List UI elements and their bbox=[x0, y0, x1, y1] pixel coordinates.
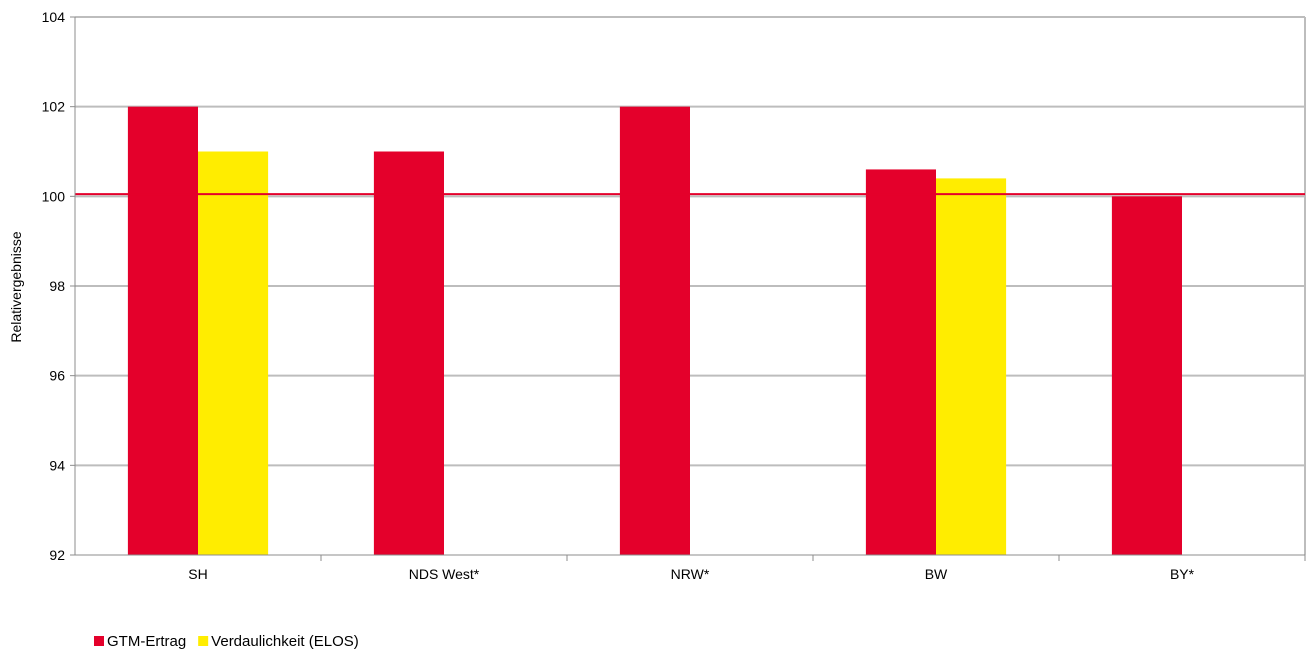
y-tick-label: 104 bbox=[42, 9, 66, 25]
y-tick-label: 102 bbox=[42, 99, 66, 115]
y-tick-label: 98 bbox=[49, 278, 65, 294]
axis-layer: 92 94 96 98 100 102 104 SH NDS West* NRW* BW BY* bbox=[42, 9, 1306, 582]
y-tick-label: 94 bbox=[49, 457, 65, 473]
legend-label: Verdaulichkeit (ELOS) bbox=[211, 633, 359, 650]
x-tick-label: BY* bbox=[1170, 566, 1195, 582]
bar-gtm-ertrag bbox=[1111, 196, 1182, 556]
bar-verdaulichkeit-elos bbox=[936, 178, 1007, 555]
x-tick-label: NRW* bbox=[671, 566, 710, 582]
legend: GTM-Ertrag Verdaulichkeit (ELOS) bbox=[94, 633, 359, 650]
y-tick-label: 92 bbox=[49, 547, 65, 563]
bar-gtm-ertrag bbox=[127, 106, 198, 556]
x-tick-label: NDS West* bbox=[409, 566, 480, 582]
bar-layer bbox=[127, 106, 1182, 556]
bar-gtm-ertrag bbox=[619, 106, 690, 556]
y-tick-label: 96 bbox=[49, 368, 65, 384]
legend-label: GTM-Ertrag bbox=[107, 633, 186, 650]
y-axis-title: Relativergebnisse bbox=[8, 231, 24, 342]
y-tick-label: 100 bbox=[42, 188, 66, 204]
legend-swatch bbox=[94, 636, 104, 646]
bar-gtm-ertrag bbox=[373, 151, 444, 555]
bar-gtm-ertrag bbox=[865, 169, 936, 555]
legend-swatch bbox=[198, 636, 209, 646]
x-tick-label: SH bbox=[188, 566, 207, 582]
bar-verdaulichkeit-elos bbox=[198, 151, 269, 555]
x-tick-label: BW bbox=[925, 566, 948, 582]
